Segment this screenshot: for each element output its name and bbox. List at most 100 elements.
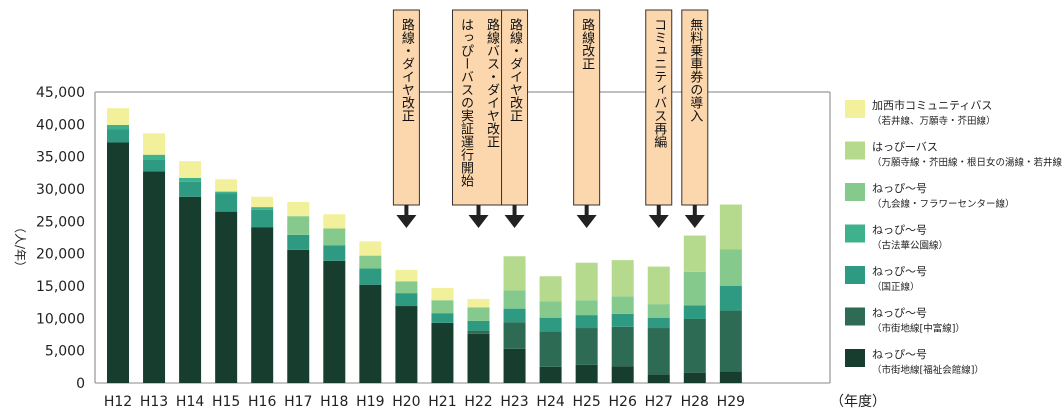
legend-item: ねっぴ～号 （九会線・フラワーセンター線）: [845, 182, 1015, 210]
bar-segment: [647, 266, 670, 305]
legend-label: 加西市コミュニティバス: [872, 98, 992, 112]
y-axis-label: （人/年）: [13, 221, 27, 273]
legend-label: はっぴーバス: [872, 141, 938, 154]
x-axis: H12 H13 H14 H15 H16 H17 H18 H19 H20 H21 H22 H23 H24 H…: [104, 394, 886, 410]
annotation-box: [392, 9, 420, 206]
bar-segment: [179, 178, 202, 182]
bar-segment: [611, 313, 634, 327]
bar-segment: [431, 300, 454, 314]
bar-segment: [143, 171, 166, 383]
y-axis: 0 5,000 10,000 15,000 20,000 25,000 30,000 35,0…: [13, 85, 85, 392]
x-tick-label: H17: [284, 394, 312, 410]
bar-segment: [575, 328, 598, 365]
x-tick-label: H24: [536, 394, 564, 410]
annotations: 路線・ダイヤ改正 路線バス・ダイヤ改正はっぴーバスの実証運行開始 路線・ダイヤ改正路…: [392, 9, 709, 228]
annotation-text: 路線・ダイヤ改正: [399, 17, 415, 122]
bar-segment: [575, 364, 598, 383]
y-tick-label: 45,000: [36, 85, 85, 101]
bar-segment: [107, 124, 129, 130]
annotation-callout: 路線・ダイヤ改正: [501, 9, 529, 228]
annotation-arrow-head: [468, 215, 489, 228]
bar-segment: [287, 201, 310, 217]
bar-segment: [647, 304, 670, 318]
bar-segment: [611, 366, 634, 383]
bar-segment: [467, 307, 490, 321]
bar-segment: [359, 268, 382, 285]
x-tick-label: H12: [104, 394, 132, 410]
bar-segment: [539, 317, 562, 332]
bar-segment: [539, 301, 562, 318]
bar-segment: [719, 204, 742, 250]
bar-segment: [503, 348, 526, 383]
x-tick-label: H16: [248, 394, 276, 410]
bar-segment: [395, 269, 418, 282]
bar-segment: [719, 310, 742, 372]
legend-sublabel: （市街地線[中富線]）: [872, 323, 965, 335]
bar-segment: [323, 228, 346, 246]
bar-segment: [359, 241, 382, 256]
bar-segment: [539, 276, 562, 302]
legend-label: ねっぴ～号: [872, 182, 927, 195]
bar-segment: [143, 133, 166, 155]
legend-sublabel: （九会線・フラワーセンター線）: [872, 198, 1015, 210]
bar-segment: [251, 227, 274, 383]
y-tick-label: 25,000: [36, 214, 85, 230]
annotation-arrow-head: [648, 215, 669, 228]
annotation-text: 無料乗車券の導入: [687, 18, 703, 122]
bar-segment: [503, 322, 526, 349]
y-tick-label: 10,000: [36, 311, 85, 327]
bar-segment: [359, 255, 382, 269]
bar-segment: [179, 161, 202, 179]
x-tick-label: H28: [681, 394, 709, 410]
bar-segment: [719, 286, 742, 311]
x-tick-label: H25: [572, 394, 600, 410]
legend-sublabel: （若井線、万願寺・芥田線）: [872, 115, 996, 127]
bar-segment: [323, 245, 346, 261]
legend-label: ねっぴ～号: [872, 307, 927, 320]
y-tick-label: 0: [76, 376, 85, 392]
y-tick-label: 5,000: [45, 344, 85, 360]
legend-label: ねっぴ～号: [872, 348, 927, 361]
y-tick-label: 30,000: [36, 182, 85, 198]
x-tick-label: H18: [320, 394, 348, 410]
bars: [107, 108, 742, 383]
bar-segment: [503, 256, 526, 291]
x-tick-label: H22: [464, 394, 492, 410]
legend-swatch: [845, 183, 865, 201]
x-tick-label: H29: [717, 394, 745, 410]
bar-segment: [467, 320, 490, 331]
bar-segment: [683, 305, 706, 319]
bar-segment: [647, 374, 670, 383]
legend-swatch: [845, 224, 865, 243]
bar-segment: [683, 318, 706, 373]
bar-segment: [539, 366, 562, 383]
x-tick-label: H26: [609, 394, 637, 410]
bar-segment: [107, 142, 129, 383]
x-axis-label: （年度）: [830, 394, 886, 410]
bar-segment: [575, 315, 598, 329]
bar-segment: [683, 372, 706, 383]
bar-segment: [683, 235, 706, 272]
legend-label: ねっぴ～号: [872, 265, 927, 278]
legend-item: 加西市コミュニティバス （若井線、万願寺・芥田線）: [845, 98, 996, 127]
annotation-arrow-head: [396, 215, 417, 228]
bar-segment: [611, 260, 634, 297]
annotation-text: 路線バス・ダイヤ改正: [484, 17, 500, 148]
annotation-text: 路線・ダイヤ改正: [507, 17, 523, 122]
bar-segment: [143, 154, 166, 160]
legend-sublabel: （古法華公園線）: [872, 240, 948, 252]
x-tick-label: H15: [212, 394, 240, 410]
legend-swatch: [845, 266, 865, 284]
bar-segment: [719, 371, 742, 383]
y-tick-label: 15,000: [36, 279, 85, 295]
legend-item: はっぴーバス （万願寺線・芥田線・根日女の湯線・若井線）: [845, 141, 1062, 169]
annotation-box: [573, 9, 601, 206]
legend-label: ねっぴ～号: [872, 224, 927, 237]
bar-segment: [683, 271, 706, 306]
x-tick-label: H27: [645, 394, 673, 410]
legend-swatch: [845, 100, 865, 118]
annotation-callout: 路線改正: [573, 9, 601, 228]
bar-segment: [431, 322, 454, 383]
y-tick-label: 35,000: [36, 150, 85, 166]
